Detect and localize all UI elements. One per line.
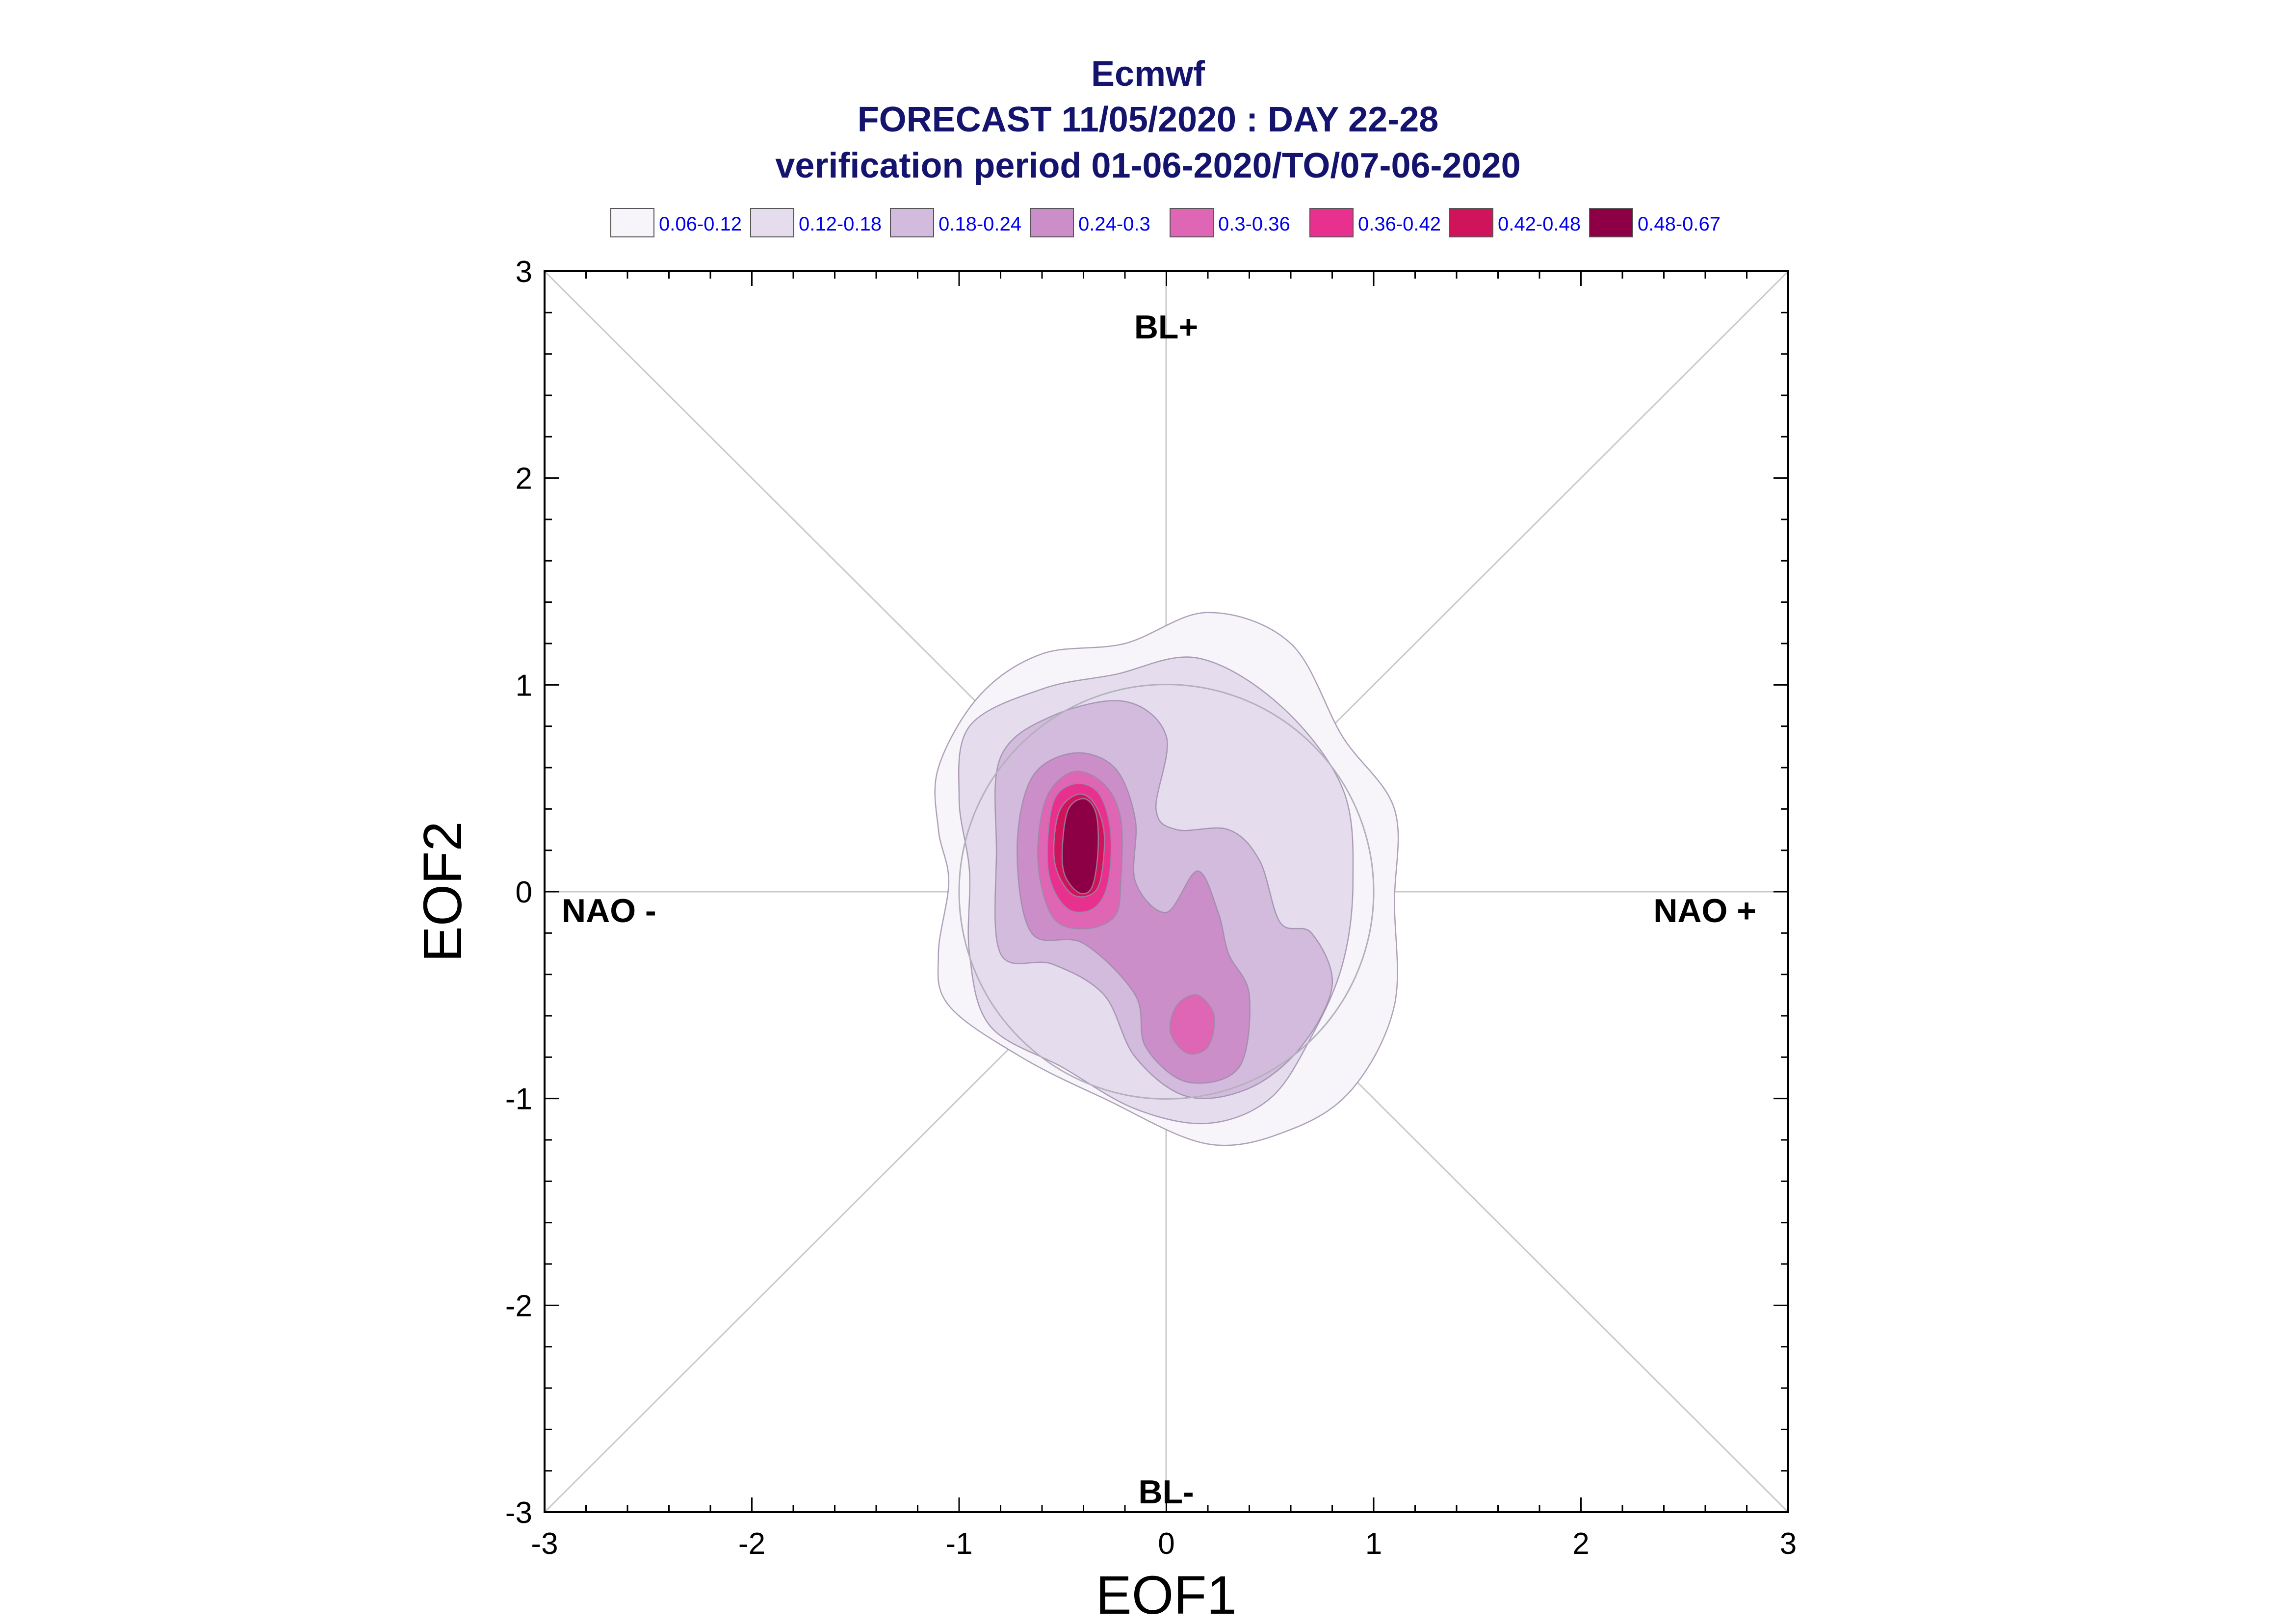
legend-swatch-2 [890, 208, 934, 237]
legend-label-4: 0.3-0.36 [1218, 213, 1290, 235]
axis-ticks [544, 270, 1789, 1513]
legend: 0.06-0.12 0.12-0.18 0.18-0.24 0.24-0.3 0.3-0… [610, 208, 1721, 237]
reference-circle [958, 684, 1375, 1100]
x-tick-label-2: 2 [1572, 1527, 1589, 1561]
chart-title-line-2: FORECAST 11/05/2020 : DAY 22-28 [858, 100, 1439, 139]
y-tick-label-2: 2 [516, 462, 532, 496]
x-axis-title: EOF1 [1095, 1565, 1236, 1624]
legend-swatch-0 [610, 208, 654, 237]
y-tick-label-0: 0 [516, 876, 532, 909]
y-tick-label--3: -3 [505, 1496, 532, 1530]
legend-label-0: 0.06-0.12 [659, 213, 742, 235]
x-tick-label-1: 1 [1365, 1527, 1382, 1561]
y-axis-title: EOF2 [413, 821, 473, 962]
legend-swatch-4 [1170, 208, 1214, 237]
y-tick-label--1: -1 [505, 1083, 532, 1116]
legend-swatch-6 [1449, 208, 1493, 237]
regime-label-nao-plus: NAO + [1653, 892, 1756, 929]
legend-swatch-7 [1589, 208, 1633, 237]
chart-title-line-1: Ecmwf [1091, 54, 1205, 94]
regime-label-bl-plus: BL+ [1134, 309, 1198, 346]
legend-label-2: 0.18-0.24 [939, 213, 1021, 235]
legend-label-5: 0.36-0.42 [1358, 213, 1441, 235]
x-tick-label-0: 0 [1158, 1527, 1174, 1561]
legend-label-3: 0.24-0.3 [1078, 213, 1150, 235]
x-tick-label--3: -3 [531, 1527, 558, 1561]
y-tick-label-3: 3 [516, 255, 532, 289]
legend-swatch-5 [1309, 208, 1354, 237]
density-contours [934, 612, 1399, 1146]
legend-swatch-1 [750, 208, 794, 237]
legend-swatch-3 [1030, 208, 1074, 237]
x-tick-label-3: 3 [1780, 1527, 1797, 1561]
axis-tick-labels: -3 -2 -1 0 1 2 3 -3 -2 -1 0 1 2 3 [505, 255, 1797, 1561]
density-contour-0.48-0.67-0 [1061, 798, 1099, 895]
legend-label-1: 0.12-0.18 [799, 213, 882, 235]
legend-label-7: 0.48-0.67 [1638, 213, 1721, 235]
density-contour-0.3-0.36-1 [1169, 994, 1215, 1055]
legend-label-6: 0.42-0.48 [1498, 213, 1581, 235]
regime-label-nao-minus: NAO - [562, 892, 656, 929]
y-tick-label--2: -2 [505, 1289, 532, 1323]
x-tick-label--1: -1 [945, 1527, 972, 1561]
chart-title-line-3: verification period 01-06-2020/TO/07-06-… [775, 146, 1520, 185]
y-tick-label-1: 1 [516, 669, 532, 702]
x-tick-label--2: -2 [738, 1527, 765, 1561]
